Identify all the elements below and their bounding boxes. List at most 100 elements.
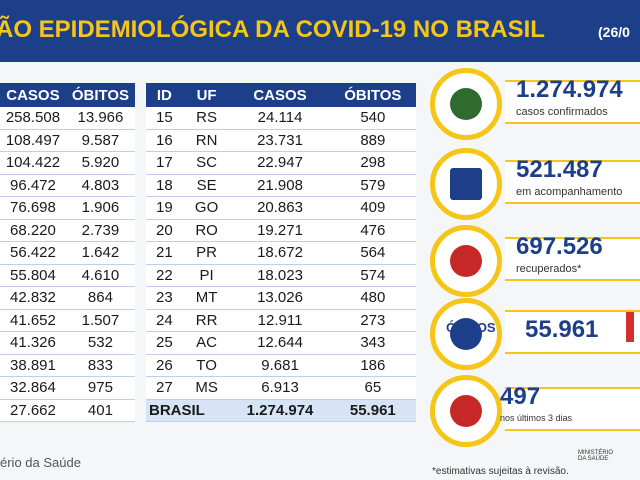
cell: 22.947 [230,151,330,175]
cell: 5.920 [65,151,135,175]
icon-circle [430,375,502,447]
row: 76.698 1.906 [0,196,135,220]
row: 96.472 4.803 [0,174,135,197]
stat-label: recuperados* [516,263,582,275]
source: ério da Saúde [0,455,81,470]
cell: 96.472 [0,174,66,197]
cell: 401 [65,399,135,422]
row: 27.662 401 [0,399,135,422]
row: 56.422 1.642 [0,241,135,265]
cell: 23 [146,286,183,310]
cell: 27.662 [0,399,66,422]
cell: 42.832 [0,286,66,310]
arrow [626,312,634,342]
total-label: BRASIL [146,399,231,422]
stat-box [505,80,640,124]
cell: 9.681 [230,354,330,377]
cell: 32.864 [0,376,66,400]
stat-value: 497 [500,383,541,410]
cell: 833 [65,354,135,377]
cell: 21 [146,241,183,265]
cell: 24 [146,309,183,332]
cell: RS [182,107,231,130]
column-header: UF [182,83,231,107]
cell: 409 [329,196,416,220]
icon [450,318,482,350]
cell: 22 [146,264,183,287]
row: 258.508 13.966 [0,107,135,130]
row: 41.652 1.507 [0,309,135,332]
cell: 65 [329,376,416,400]
stat-box [505,237,640,281]
cell: 56.422 [0,241,66,265]
stat-box [505,387,640,431]
cell: 26 [146,354,183,377]
stat-label: casos confirmados [516,106,608,118]
cell: AC [182,331,231,355]
title: ÃO EPIDEMIOLÓGICA DA COVID-19 NO BRASIL [0,16,545,43]
cell: 12.911 [230,309,330,332]
cell: 104.422 [0,151,66,175]
row: 19 GO 20.863 409 [146,196,416,220]
right-table: ID UF CASOS ÓBITOS 15 RS 24.114 540 16 RN 23.731 88… [146,83,416,422]
row: 20 RO 19.271 476 [146,219,416,242]
row: 68.220 2.739 [0,219,135,242]
cell: 19.271 [230,219,330,242]
stat-label: nos últimos 3 dias [500,413,573,423]
date: (26/0 [598,24,630,40]
stat-label: em acompanhamento [516,186,623,198]
row: 18 SE 21.908 579 [146,174,416,197]
column-header: ID [146,83,183,107]
cell: SE [182,174,231,197]
cell: 186 [329,354,416,377]
cell: 24.114 [230,107,330,130]
cell: 20.863 [230,196,330,220]
cell: MT [182,286,231,310]
total-cases: 1.274.974 [230,399,330,422]
icon [450,88,482,120]
cell: 41.326 [0,331,66,355]
cell: 18 [146,174,183,197]
cell: 18.672 [230,241,330,265]
cell: TO [182,354,231,377]
cell: 564 [329,241,416,265]
cell: 108.497 [0,129,66,152]
cell: 55.804 [0,264,66,287]
cell: 15 [146,107,183,130]
column-header: CASOS [230,83,330,107]
cell: 1.507 [65,309,135,332]
header-row: CASOS ÓBITOS [0,83,135,107]
cell: 574 [329,264,416,287]
cell: 4.610 [65,264,135,287]
row: 17 SC 22.947 298 [146,151,416,175]
row: 23 MT 13.026 480 [146,286,416,310]
cell: 19 [146,196,183,220]
cell: 18.023 [230,264,330,287]
cell: 27 [146,376,183,400]
cell: RN [182,129,231,152]
cell: 579 [329,174,416,197]
cell: 68.220 [0,219,66,242]
left-table: CASOS ÓBITOS 258.508 13.966 108.497 9.587 104.… [0,83,135,422]
header-bar [0,0,640,62]
cell: 1.906 [65,196,135,220]
logo: MINISTÉRIO DA SAÚDE [578,450,614,462]
column-header: ÓBITOS [329,83,416,107]
icon-circle [430,225,502,297]
icon [450,245,482,277]
cell: 4.803 [65,174,135,197]
row: 38.891 833 [0,354,135,377]
row: 41.326 532 [0,331,135,355]
cell: 2.739 [65,219,135,242]
cell: SC [182,151,231,175]
stat-box [505,310,640,354]
cell: PI [182,264,231,287]
cell: 16 [146,129,183,152]
row: 26 TO 9.681 186 [146,354,416,377]
stat-value: 1.274.974 [516,76,623,103]
cell: RR [182,309,231,332]
cell: 889 [329,129,416,152]
cell: 975 [65,376,135,400]
cell: 9.587 [65,129,135,152]
